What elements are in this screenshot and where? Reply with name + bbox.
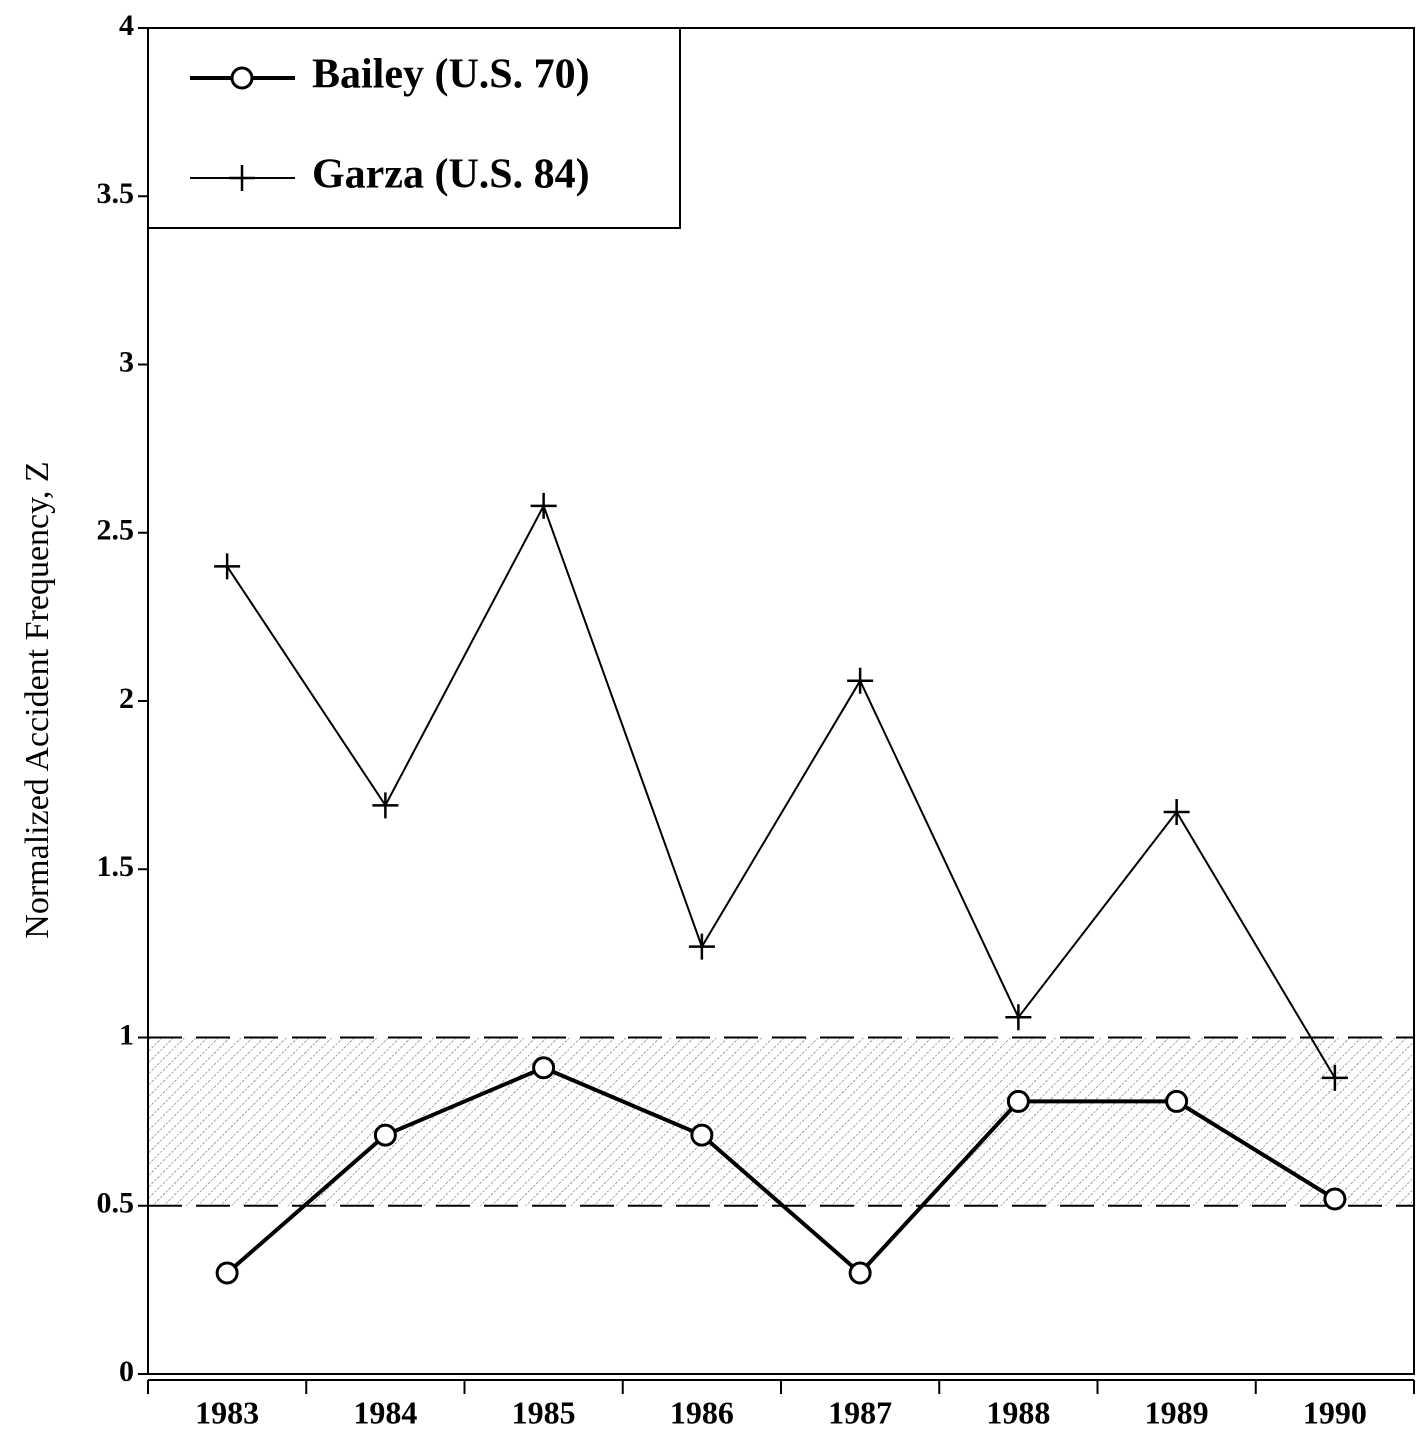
y-tick-label: 2.5 (97, 514, 135, 547)
x-tick-label: 1986 (670, 1394, 734, 1430)
point-marker (373, 1123, 397, 1147)
point-marker (1321, 1064, 1348, 1091)
point-marker (688, 933, 715, 960)
legend-box (147, 27, 681, 229)
x-tick-label: 1984 (353, 1394, 417, 1430)
y-tick-label: 1 (119, 1018, 134, 1051)
x-tick-label: 1987 (828, 1394, 892, 1430)
legend-label: Garza (U.S. 84) (312, 152, 590, 198)
y-tick-label: 3 (119, 345, 134, 378)
point-marker (690, 1123, 714, 1147)
legend-label: Bailey (U.S. 70) (312, 52, 590, 98)
x-tick-label: 1985 (512, 1394, 576, 1430)
y-axis-label: Normalized Accident Frequency, Z (19, 461, 56, 938)
y-tick-label: 4 (119, 9, 134, 42)
point-marker (229, 165, 255, 191)
x-tick-label: 1990 (1303, 1394, 1367, 1430)
series-line (225, 1065, 1336, 1276)
y-tick-label: 2 (119, 682, 134, 715)
point-marker (214, 553, 241, 580)
y-tick-label: 3.5 (97, 177, 135, 210)
point-marker (848, 1261, 872, 1285)
reference-band (148, 1037, 1414, 1206)
point-marker (847, 667, 874, 694)
point-marker (230, 66, 254, 90)
point-marker (215, 1261, 239, 1285)
x-tick-label: 1988 (986, 1394, 1050, 1430)
point-marker (372, 792, 399, 819)
y-tick-label: 0.5 (97, 1187, 135, 1220)
point-marker (1006, 1089, 1030, 1113)
point-marker (1165, 1089, 1189, 1113)
point-marker (1323, 1187, 1347, 1211)
series-line (226, 503, 1336, 1079)
point-marker (530, 492, 557, 519)
y-tick-label: 0 (119, 1355, 134, 1388)
x-tick-label: 1983 (195, 1394, 259, 1430)
y-tick-label: 1.5 (97, 850, 135, 883)
point-marker (1163, 799, 1190, 826)
x-tick-label: 1989 (1145, 1394, 1209, 1430)
point-marker (532, 1056, 556, 1080)
point-marker (1005, 1004, 1032, 1031)
